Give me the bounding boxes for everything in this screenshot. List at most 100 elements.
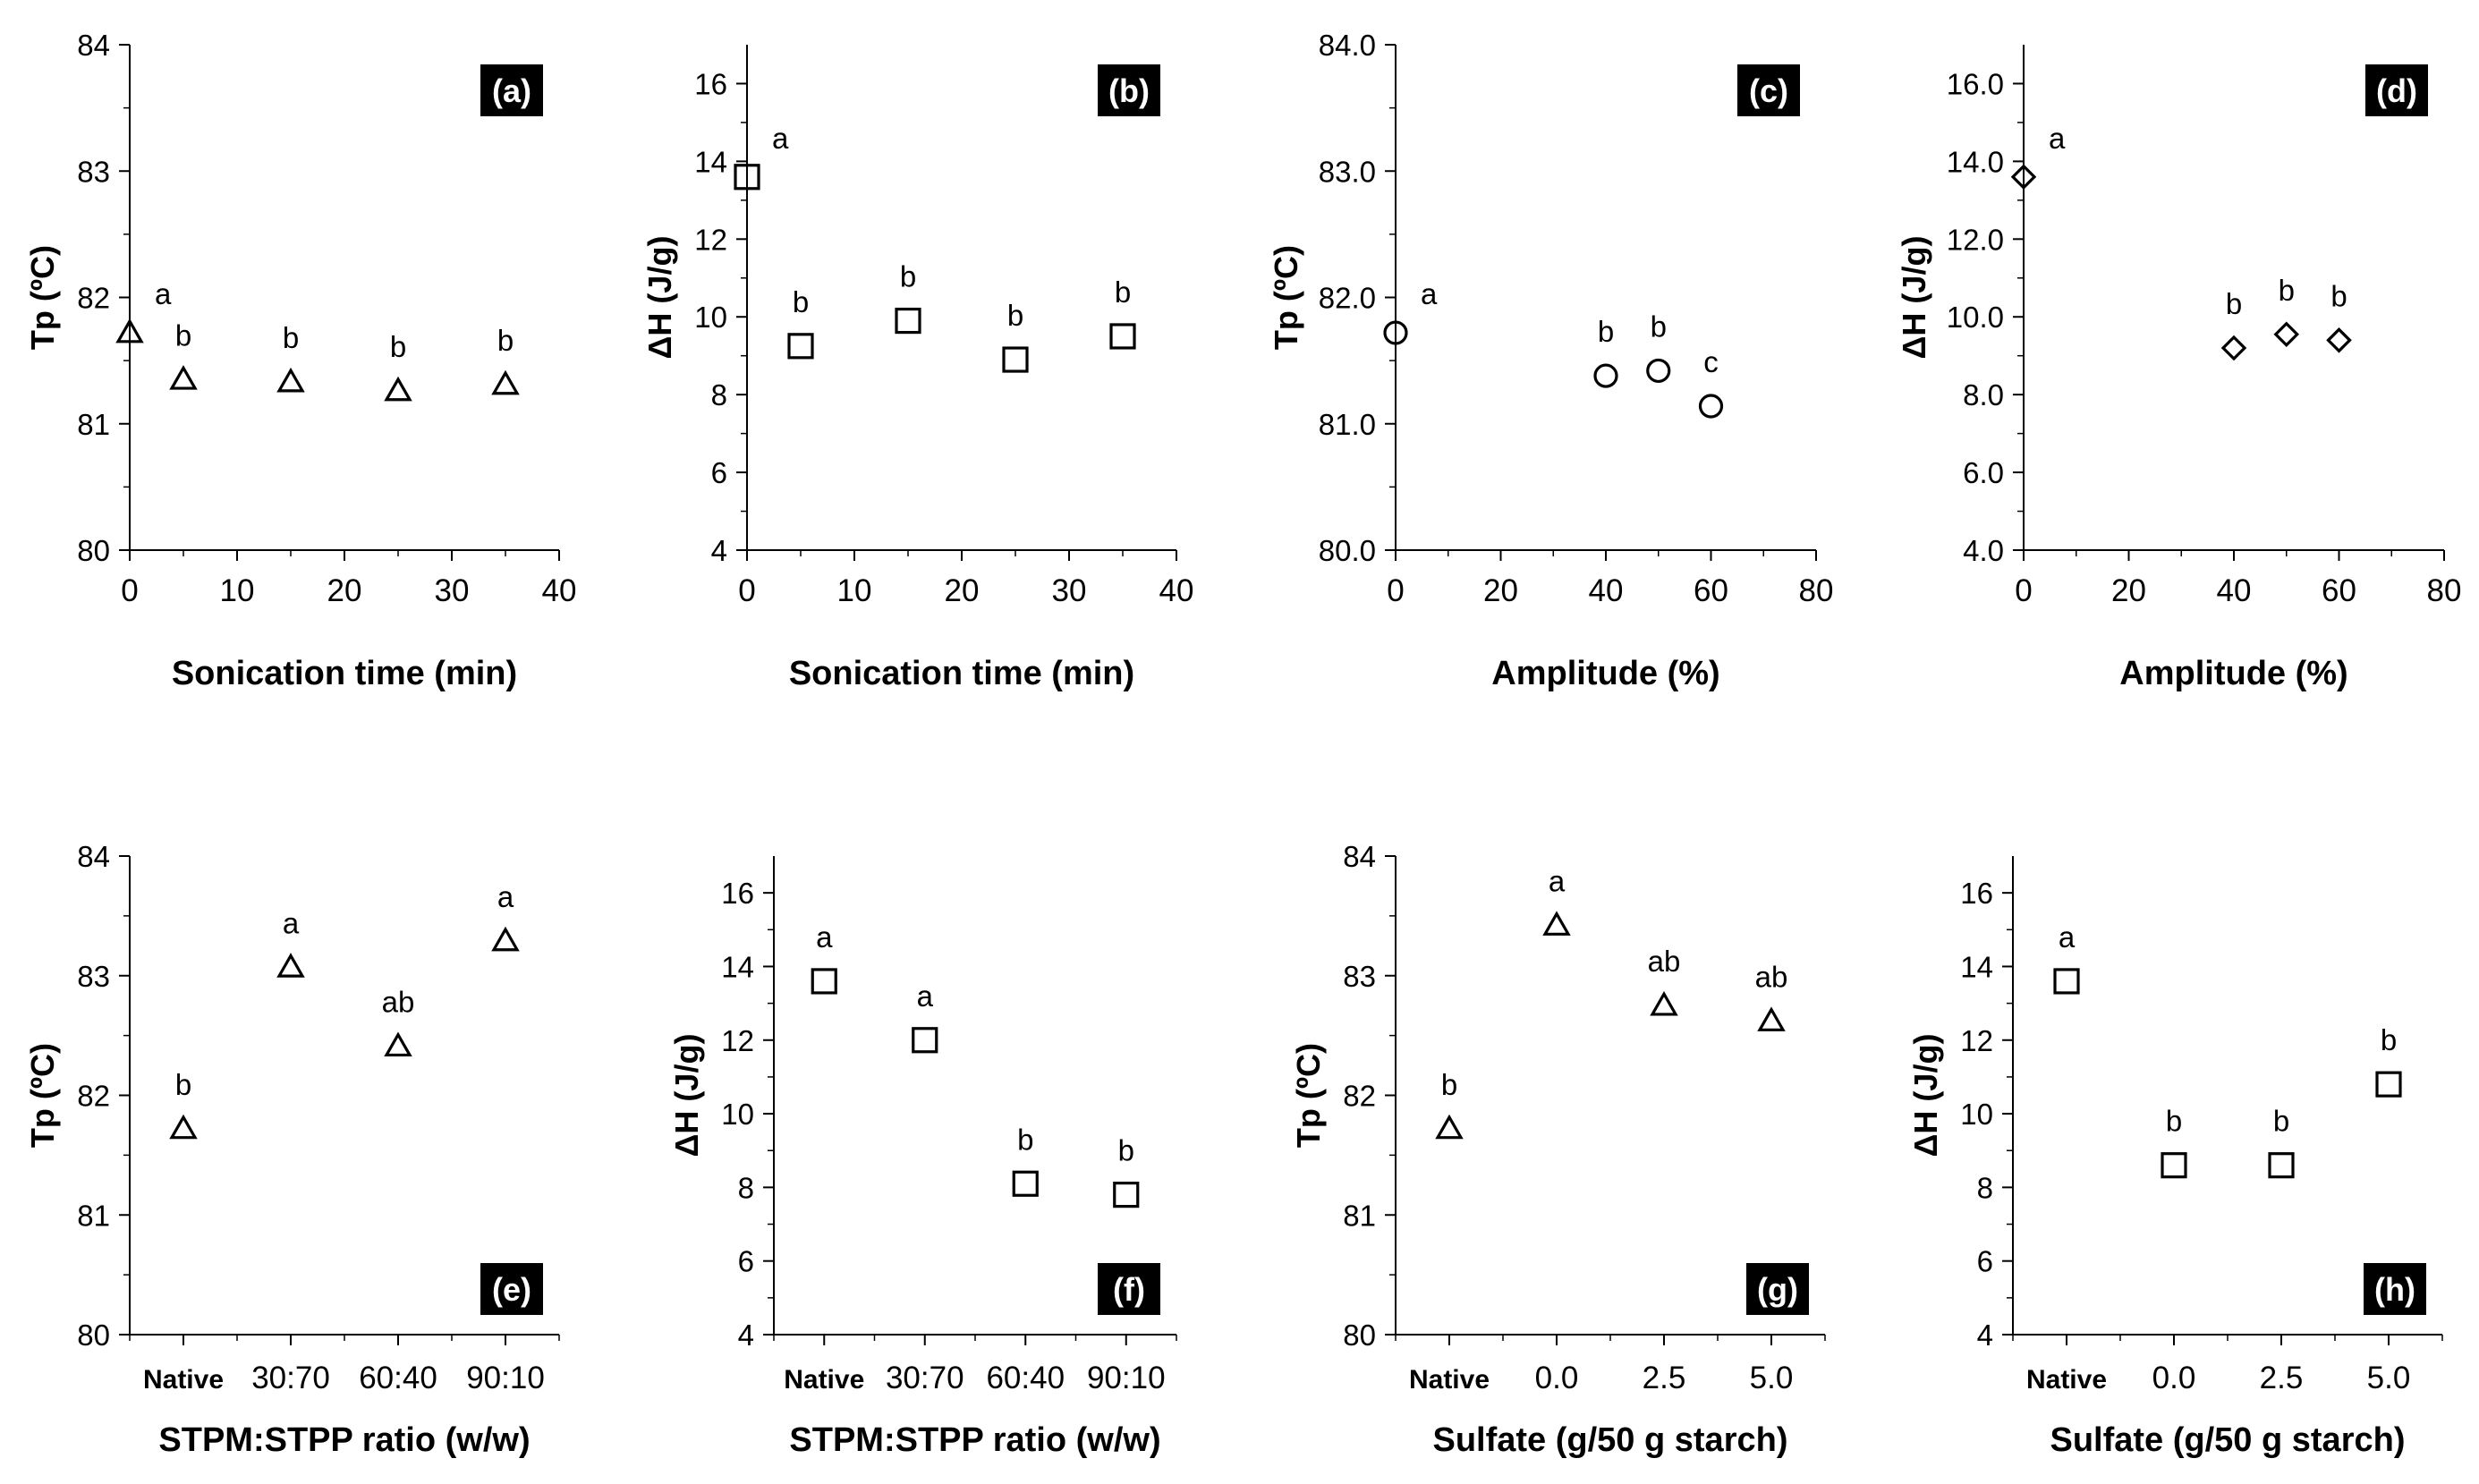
x-tick-label: 30 <box>435 573 470 608</box>
significance-letter: a <box>1549 865 1566 898</box>
x-tick-label: 20 <box>2111 573 2146 608</box>
x-tick-label: 60 <box>1694 573 1728 608</box>
x-tick-label: 10 <box>837 573 872 608</box>
significance-letter: b <box>793 285 809 318</box>
x-axis-title: Amplitude (%) <box>1491 655 1719 692</box>
x-tick-label: 60:40 <box>359 1361 437 1395</box>
significance-letter: b <box>2226 287 2242 320</box>
data-point-e-2 <box>384 1031 412 1057</box>
y-tick-label: 4 <box>711 534 727 567</box>
x-axis-title: Sonication time (min) <box>172 655 517 692</box>
x-tick-label: 0.0 <box>2152 1361 2196 1395</box>
y-tick-label: 16 <box>694 67 727 100</box>
significance-letter: b <box>1007 299 1023 332</box>
data-point-c-1 <box>1593 363 1618 388</box>
significance-letter: b <box>2381 1023 2397 1056</box>
x-tick-label: 20 <box>1483 573 1518 608</box>
significance-letter: a <box>283 906 300 939</box>
y-tick-label: 8 <box>711 378 727 411</box>
y-axis-title: Tp (ºC) <box>24 245 61 350</box>
data-point-a-1 <box>169 365 198 390</box>
x-axis-title: Sonication time (min) <box>789 655 1134 692</box>
y-axis-title: ΔH (J/g) <box>668 1034 705 1158</box>
y-tick-label: 6 <box>738 1245 754 1278</box>
panel-label-badge <box>2365 64 2428 116</box>
x-tick-label: 2.5 <box>1643 1361 1686 1395</box>
data-point-f-1 <box>912 1027 938 1054</box>
y-tick-label: 10 <box>721 1098 754 1131</box>
y-tick-label: 8 <box>1977 1171 1993 1204</box>
y-tick-label: 82.0 <box>1319 282 1376 315</box>
x-tick-label: 0 <box>2015 573 2032 608</box>
x-tick-label: 0.0 <box>1535 1361 1579 1395</box>
data-point-h-3 <box>2375 1071 2402 1098</box>
data-point-g-2 <box>1650 990 1678 1016</box>
data-point-b-2 <box>895 307 921 335</box>
y-tick-label: 80 <box>1343 1319 1376 1352</box>
x-tick-label: 80 <box>2427 573 2462 608</box>
significance-letter: b <box>1115 276 1131 309</box>
data-point-e-1 <box>276 953 305 978</box>
significance-letter: b <box>2279 274 2295 307</box>
significance-letter: b <box>1598 315 1614 348</box>
data-point-c-0 <box>1383 320 1408 345</box>
x-tick-label: 40 <box>1159 573 1194 608</box>
data-point-a-4 <box>491 369 520 395</box>
y-tick-label: 81.0 <box>1319 408 1376 441</box>
data-point-f-0 <box>811 968 837 995</box>
data-point-b-3 <box>1002 346 1029 373</box>
x-tick-label: 40 <box>542 573 577 608</box>
significance-letter: c <box>1703 345 1719 378</box>
significance-letter: a <box>917 979 934 1013</box>
y-tick-label: 14.0 <box>1947 145 2004 178</box>
y-tick-label: 80 <box>77 534 110 567</box>
significance-letter: b <box>390 330 406 363</box>
y-tick-label: 80 <box>77 1319 110 1352</box>
chart-panel-b: 4 6 8 10 12 14 16 0 10 20 30 40 Sonication time (min… <box>641 45 1193 692</box>
y-tick-label: 12 <box>1960 1024 1993 1057</box>
chart-panel-g: 80 81 82 83 84 Native 0.0 2.5 5.0 Sulfate (g/50 g… <box>1290 840 1826 1459</box>
y-tick-label: 10 <box>1960 1098 1993 1131</box>
y-tick-label: 82 <box>77 282 110 315</box>
data-point-e-0 <box>169 1114 198 1140</box>
x-tick-label: 5.0 <box>1750 1361 1794 1395</box>
panel-label-badge <box>1737 64 1800 116</box>
data-point-g-0 <box>1435 1114 1464 1140</box>
significance-letter: b <box>175 1068 191 1101</box>
x-tick-label: 80 <box>1799 573 1834 608</box>
y-tick-label: 80.0 <box>1319 534 1376 567</box>
x-tick-label: 30:70 <box>886 1361 964 1395</box>
data-point-e-3 <box>491 926 520 952</box>
x-tick-label: 30 <box>1052 573 1087 608</box>
y-tick-label: 12.0 <box>1947 223 2004 256</box>
x-tick-label: 40 <box>2217 573 2252 608</box>
significance-letter: b <box>1017 1123 1033 1156</box>
y-tick-label: 83.0 <box>1319 155 1376 188</box>
significance-letter: b <box>283 321 299 354</box>
y-tick-label: 83 <box>1343 960 1376 993</box>
y-tick-label: 16.0 <box>1947 67 2004 100</box>
data-point-g-3 <box>1757 1006 1786 1031</box>
chart-panel-a: 80 81 82 83 84 0 10 20 30 40 Sonication time (min)… <box>24 29 576 692</box>
x-axis-title: STPM:STPP ratio (w/w) <box>789 1421 1160 1459</box>
x-tick-label: 90:10 <box>466 1361 545 1395</box>
y-tick-label: 16 <box>721 877 754 910</box>
data-point-h-2 <box>2268 1152 2295 1179</box>
chart-panel-e: 80 81 82 83 84 Native 30:70 60:40 90:10 STPM:STPP… <box>24 840 560 1459</box>
data-point-a-3 <box>384 376 412 402</box>
data-point-f-3 <box>1113 1182 1140 1208</box>
data-point-b-4 <box>1109 323 1136 350</box>
significance-letter: a <box>2059 920 2076 954</box>
panel-label-badge <box>1746 1263 1809 1315</box>
chart-panel-c: 80.0 81.0 82.0 83.0 84.0 0 20 40 60 80 Amplitude (… <box>1268 29 1833 692</box>
y-tick-label: 8.0 <box>1963 378 2004 411</box>
significance-letter: a <box>497 880 514 913</box>
x-tick-label: 20 <box>945 573 980 608</box>
x-tick-label: 0 <box>1387 573 1404 608</box>
panel-label-badge <box>480 1263 543 1315</box>
panel-label: (h) <box>2374 1271 2415 1308</box>
x-tick-label: 60:40 <box>986 1361 1065 1395</box>
significance-letter: a <box>772 122 789 155</box>
data-point-d-2 <box>2273 321 2300 348</box>
y-axis-title: ΔH (J/g) <box>1907 1034 1944 1158</box>
